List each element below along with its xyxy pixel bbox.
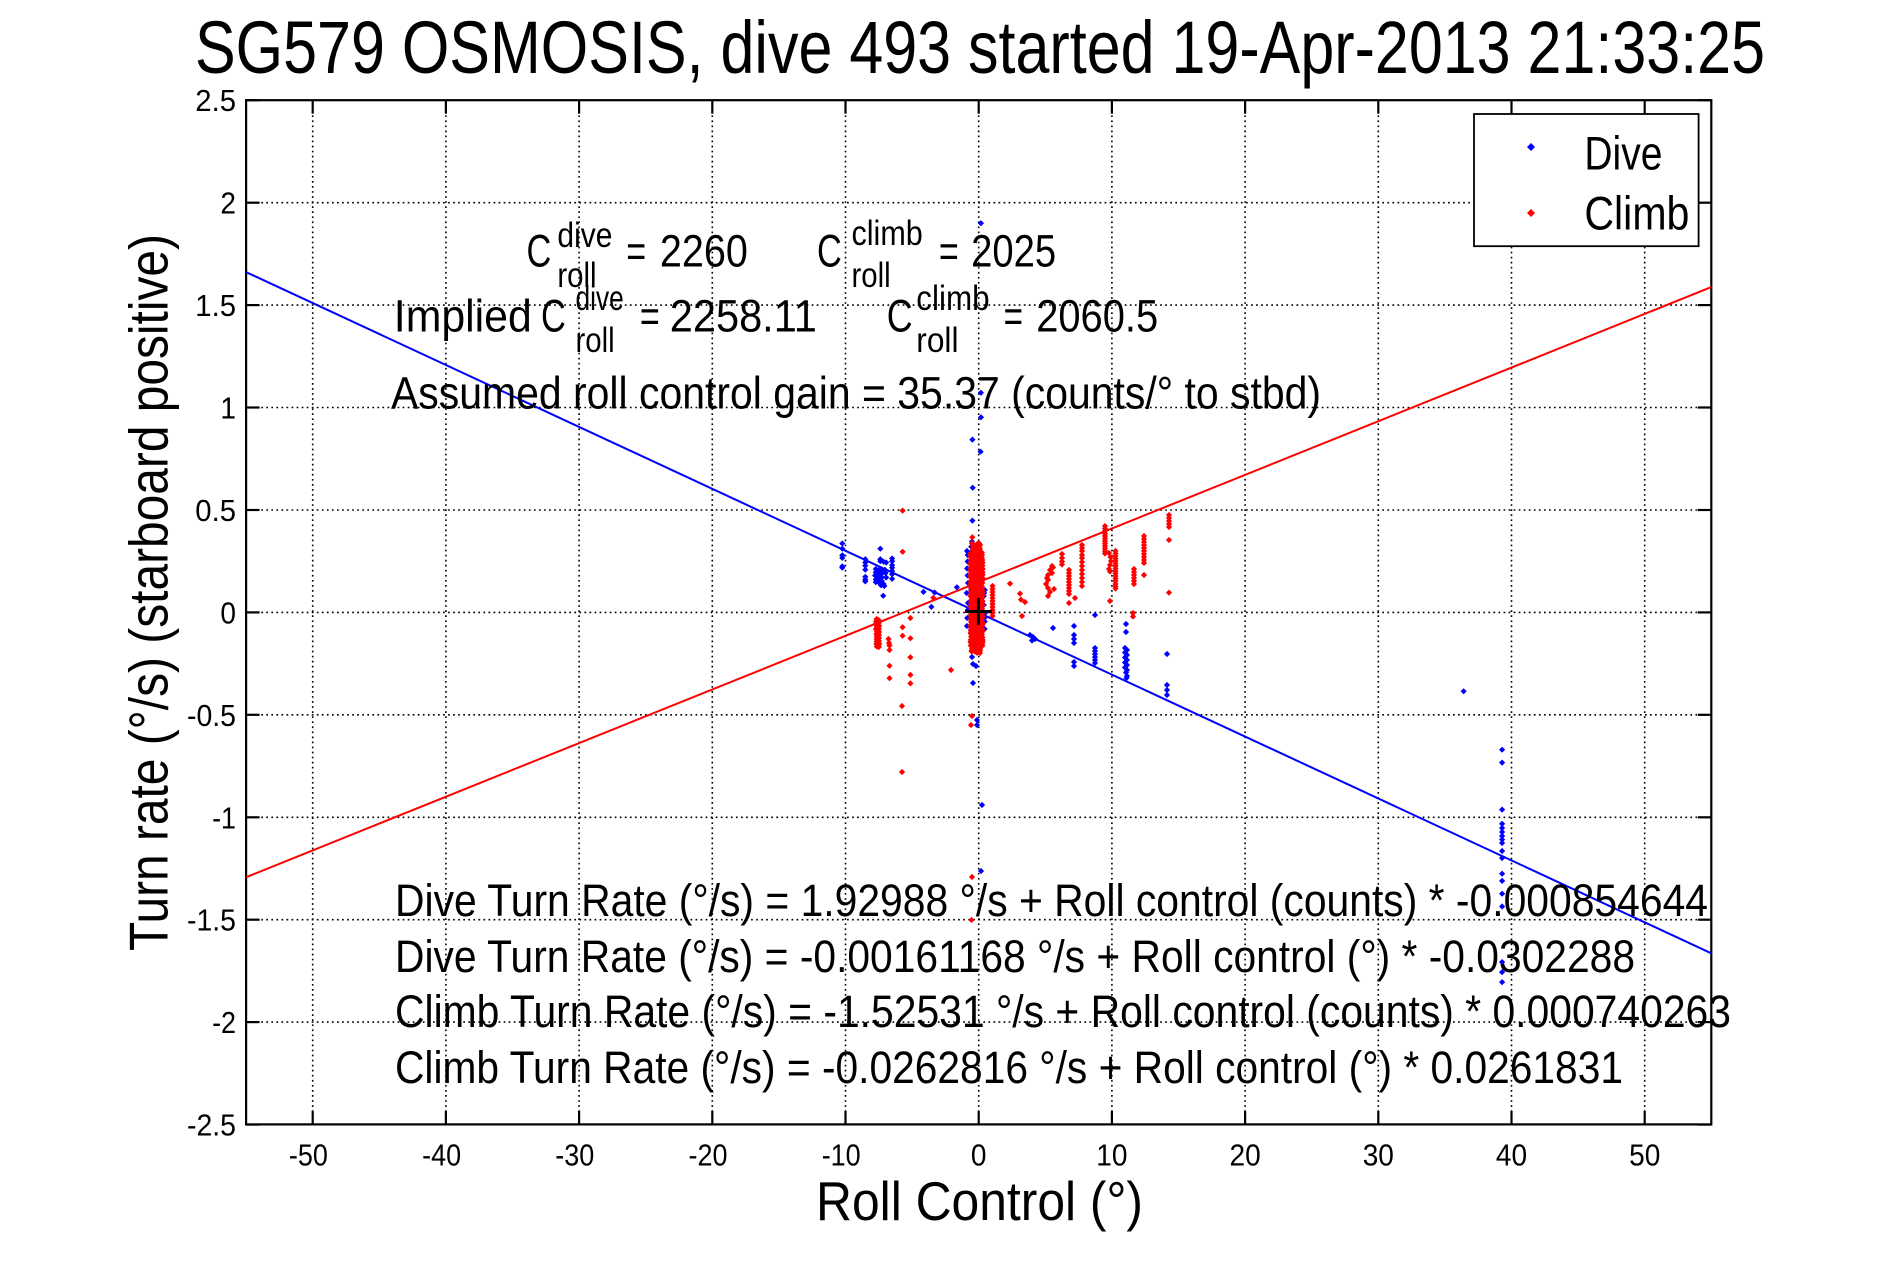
svg-text:50: 50 xyxy=(1629,1138,1660,1173)
svg-text:roll: roll xyxy=(916,321,958,360)
svg-text:-2.5: -2.5 xyxy=(187,1108,236,1143)
svg-text:-1: -1 xyxy=(212,800,236,835)
svg-text:Climb Turn Rate (°/s) = -0.026: Climb Turn Rate (°/s) = -0.0262816 °/s +… xyxy=(395,1042,1623,1093)
svg-text:Climb: Climb xyxy=(1584,187,1689,240)
svg-text:Implied: Implied xyxy=(394,291,532,342)
svg-text:roll: roll xyxy=(852,256,891,295)
svg-text:30: 30 xyxy=(1363,1138,1394,1173)
svg-text:C: C xyxy=(817,226,842,277)
svg-text:2.5: 2.5 xyxy=(195,83,236,118)
svg-text:-20: -20 xyxy=(689,1138,728,1173)
svg-text:=: = xyxy=(626,226,646,277)
svg-text:dive: dive xyxy=(557,216,612,255)
svg-text:2025: 2025 xyxy=(971,226,1056,277)
svg-text:40: 40 xyxy=(1496,1138,1527,1173)
svg-text:0: 0 xyxy=(220,595,236,630)
svg-text:Assumed roll control gain = 35: Assumed roll control gain = 35.37 (count… xyxy=(391,368,1321,419)
svg-text:1: 1 xyxy=(220,391,236,426)
svg-text:1.5: 1.5 xyxy=(195,288,236,323)
svg-text:2258.11: 2258.11 xyxy=(670,291,817,342)
svg-text:=: = xyxy=(939,226,959,277)
svg-text:Dive: Dive xyxy=(1584,127,1662,180)
svg-text:-1.5: -1.5 xyxy=(187,903,236,938)
svg-text:dive: dive xyxy=(576,279,624,318)
svg-text:roll: roll xyxy=(557,256,596,295)
svg-text:roll: roll xyxy=(576,321,615,360)
svg-text:C: C xyxy=(887,291,913,342)
svg-text:=: = xyxy=(1004,291,1023,342)
svg-text:=: = xyxy=(640,291,660,342)
svg-text:-10: -10 xyxy=(822,1138,861,1173)
svg-text:C: C xyxy=(541,291,566,342)
svg-text:Dive Turn Rate (°/s) = 1.92988: Dive Turn Rate (°/s) = 1.92988 °/s + Rol… xyxy=(395,875,1708,926)
svg-text:20: 20 xyxy=(1230,1138,1261,1173)
svg-text:climb: climb xyxy=(916,279,989,318)
svg-text:Roll Control (°): Roll Control (°) xyxy=(816,1170,1143,1232)
svg-text:Turn rate (°/s) (starboard pos: Turn rate (°/s) (starboard positive) xyxy=(118,234,180,951)
svg-text:-30: -30 xyxy=(555,1138,594,1173)
svg-text:climb: climb xyxy=(852,214,923,253)
svg-text:2060.5: 2060.5 xyxy=(1036,291,1158,342)
svg-text:0.5: 0.5 xyxy=(195,493,236,528)
svg-text:-2: -2 xyxy=(212,1005,236,1040)
svg-text:2: 2 xyxy=(220,186,236,221)
svg-text:-50: -50 xyxy=(289,1138,328,1173)
svg-text:Climb Turn Rate (°/s) = -1.525: Climb Turn Rate (°/s) = -1.52531 °/s + R… xyxy=(395,986,1731,1037)
svg-text:Dive Turn Rate (°/s) = -0.0016: Dive Turn Rate (°/s) = -0.00161168 °/s +… xyxy=(395,931,1635,982)
svg-text:-40: -40 xyxy=(422,1138,461,1173)
svg-text:-0.5: -0.5 xyxy=(187,698,236,733)
svg-text:C: C xyxy=(527,226,552,277)
svg-text:SG579 OSMOSIS, dive 493 starte: SG579 OSMOSIS, dive 493 started 19-Apr-2… xyxy=(195,6,1765,89)
svg-text:2260: 2260 xyxy=(660,226,748,277)
svg-text:10: 10 xyxy=(1096,1138,1127,1173)
svg-text:0: 0 xyxy=(971,1138,987,1173)
